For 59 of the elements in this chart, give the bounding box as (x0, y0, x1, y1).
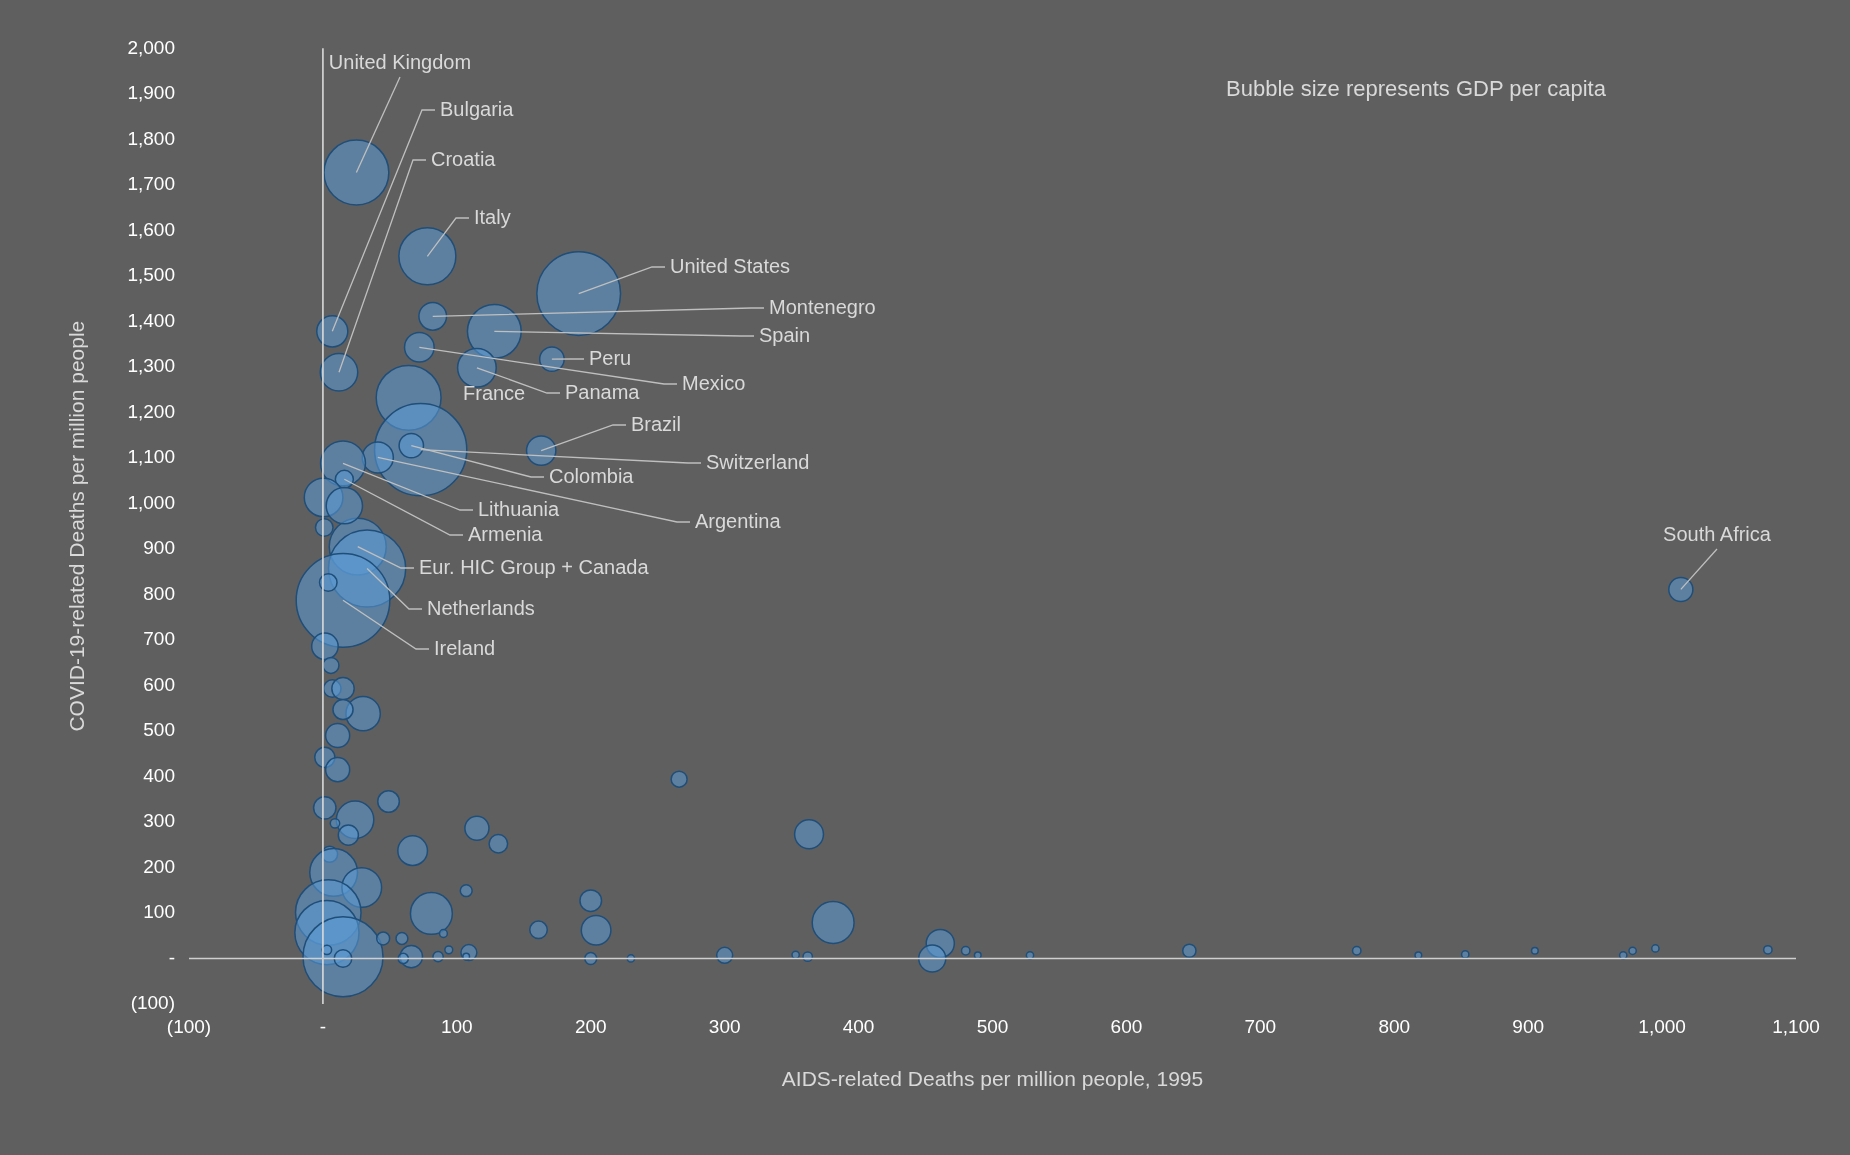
y-tick-label: 900 (143, 537, 175, 559)
y-tick-label: 1,000 (127, 491, 175, 513)
annotation: Italy (474, 205, 511, 228)
y-tick-label: 1,100 (127, 446, 175, 468)
x-tick-label: (100) (166, 1015, 212, 1037)
y-tick-label: 1,800 (127, 127, 175, 149)
y-tick-label: 2,000 (127, 36, 175, 58)
y-tick-label: 1,900 (127, 82, 175, 104)
annotation: United Kingdom (328, 50, 472, 73)
y-tick-label: 1,700 (127, 173, 175, 195)
x-tick-label: 900 (1512, 1015, 1545, 1037)
annotation: South Africa (1663, 522, 1772, 545)
y-tick-label: 500 (143, 719, 175, 741)
y-tick-label: (100) (130, 992, 175, 1014)
annotation: United States (670, 254, 791, 277)
annotation: Eur. HIC Group + Canada (419, 555, 650, 578)
annotation: Argentina (695, 509, 782, 532)
x-tick-label: - (319, 1015, 327, 1037)
x-tick-label: 1,000 (1638, 1015, 1686, 1037)
y-tick-label: 400 (143, 764, 175, 786)
x-tick-label: 400 (842, 1015, 875, 1037)
y-tick-label: - (168, 946, 175, 968)
y-tick-label: 700 (143, 628, 175, 650)
x-tick-label: 700 (1244, 1015, 1277, 1037)
annotation: France (463, 381, 526, 404)
y-tick-label: 100 (143, 901, 175, 923)
annotation: Bubble size represents GDP per capita (1226, 76, 1607, 102)
y-tick-label: 1,200 (127, 400, 175, 422)
annotation: Panama (565, 380, 641, 403)
y-tick-label: 800 (143, 582, 175, 604)
x-tick-label: 100 (440, 1015, 473, 1037)
x-tick-label: 300 (708, 1015, 741, 1037)
annotation: Croatia (431, 147, 497, 170)
y-tick-label: 1,500 (127, 264, 175, 286)
annotation: Armenia (468, 522, 544, 545)
annotation: Netherlands (427, 596, 535, 619)
annotation: Lithuania (478, 497, 561, 520)
y-tick-label: 300 (143, 810, 175, 832)
y-tick-label: 200 (143, 855, 175, 877)
y-tick-label: 600 (143, 673, 175, 695)
annotation: Colombia (549, 464, 635, 487)
y-tick-label: 1,600 (127, 218, 175, 240)
annotation: Montenegro (769, 295, 876, 318)
y-tick-label: 1,400 (127, 309, 175, 331)
x-tick-label: 600 (1110, 1015, 1143, 1037)
x-tick-label: 1,100 (1772, 1015, 1820, 1037)
annotation: Spain (759, 323, 811, 346)
annotation: Brazil (631, 412, 682, 435)
x-axis-title: AIDS-related Deaths per million people, 1995 (781, 1067, 1204, 1091)
annotation: Mexico (682, 371, 746, 394)
x-tick-label: 200 (574, 1015, 607, 1037)
annotation: Peru (589, 346, 632, 369)
x-tick-label: 500 (976, 1015, 1009, 1037)
y-tick-label: 1,300 (127, 355, 175, 377)
x-tick-label: 800 (1378, 1015, 1411, 1037)
annotation: Bulgaria (440, 97, 515, 120)
y-axis-title: COVID-19-related Deaths per million people (65, 320, 89, 732)
annotation: Switzerland (706, 450, 810, 473)
annotation: Ireland (434, 636, 496, 659)
